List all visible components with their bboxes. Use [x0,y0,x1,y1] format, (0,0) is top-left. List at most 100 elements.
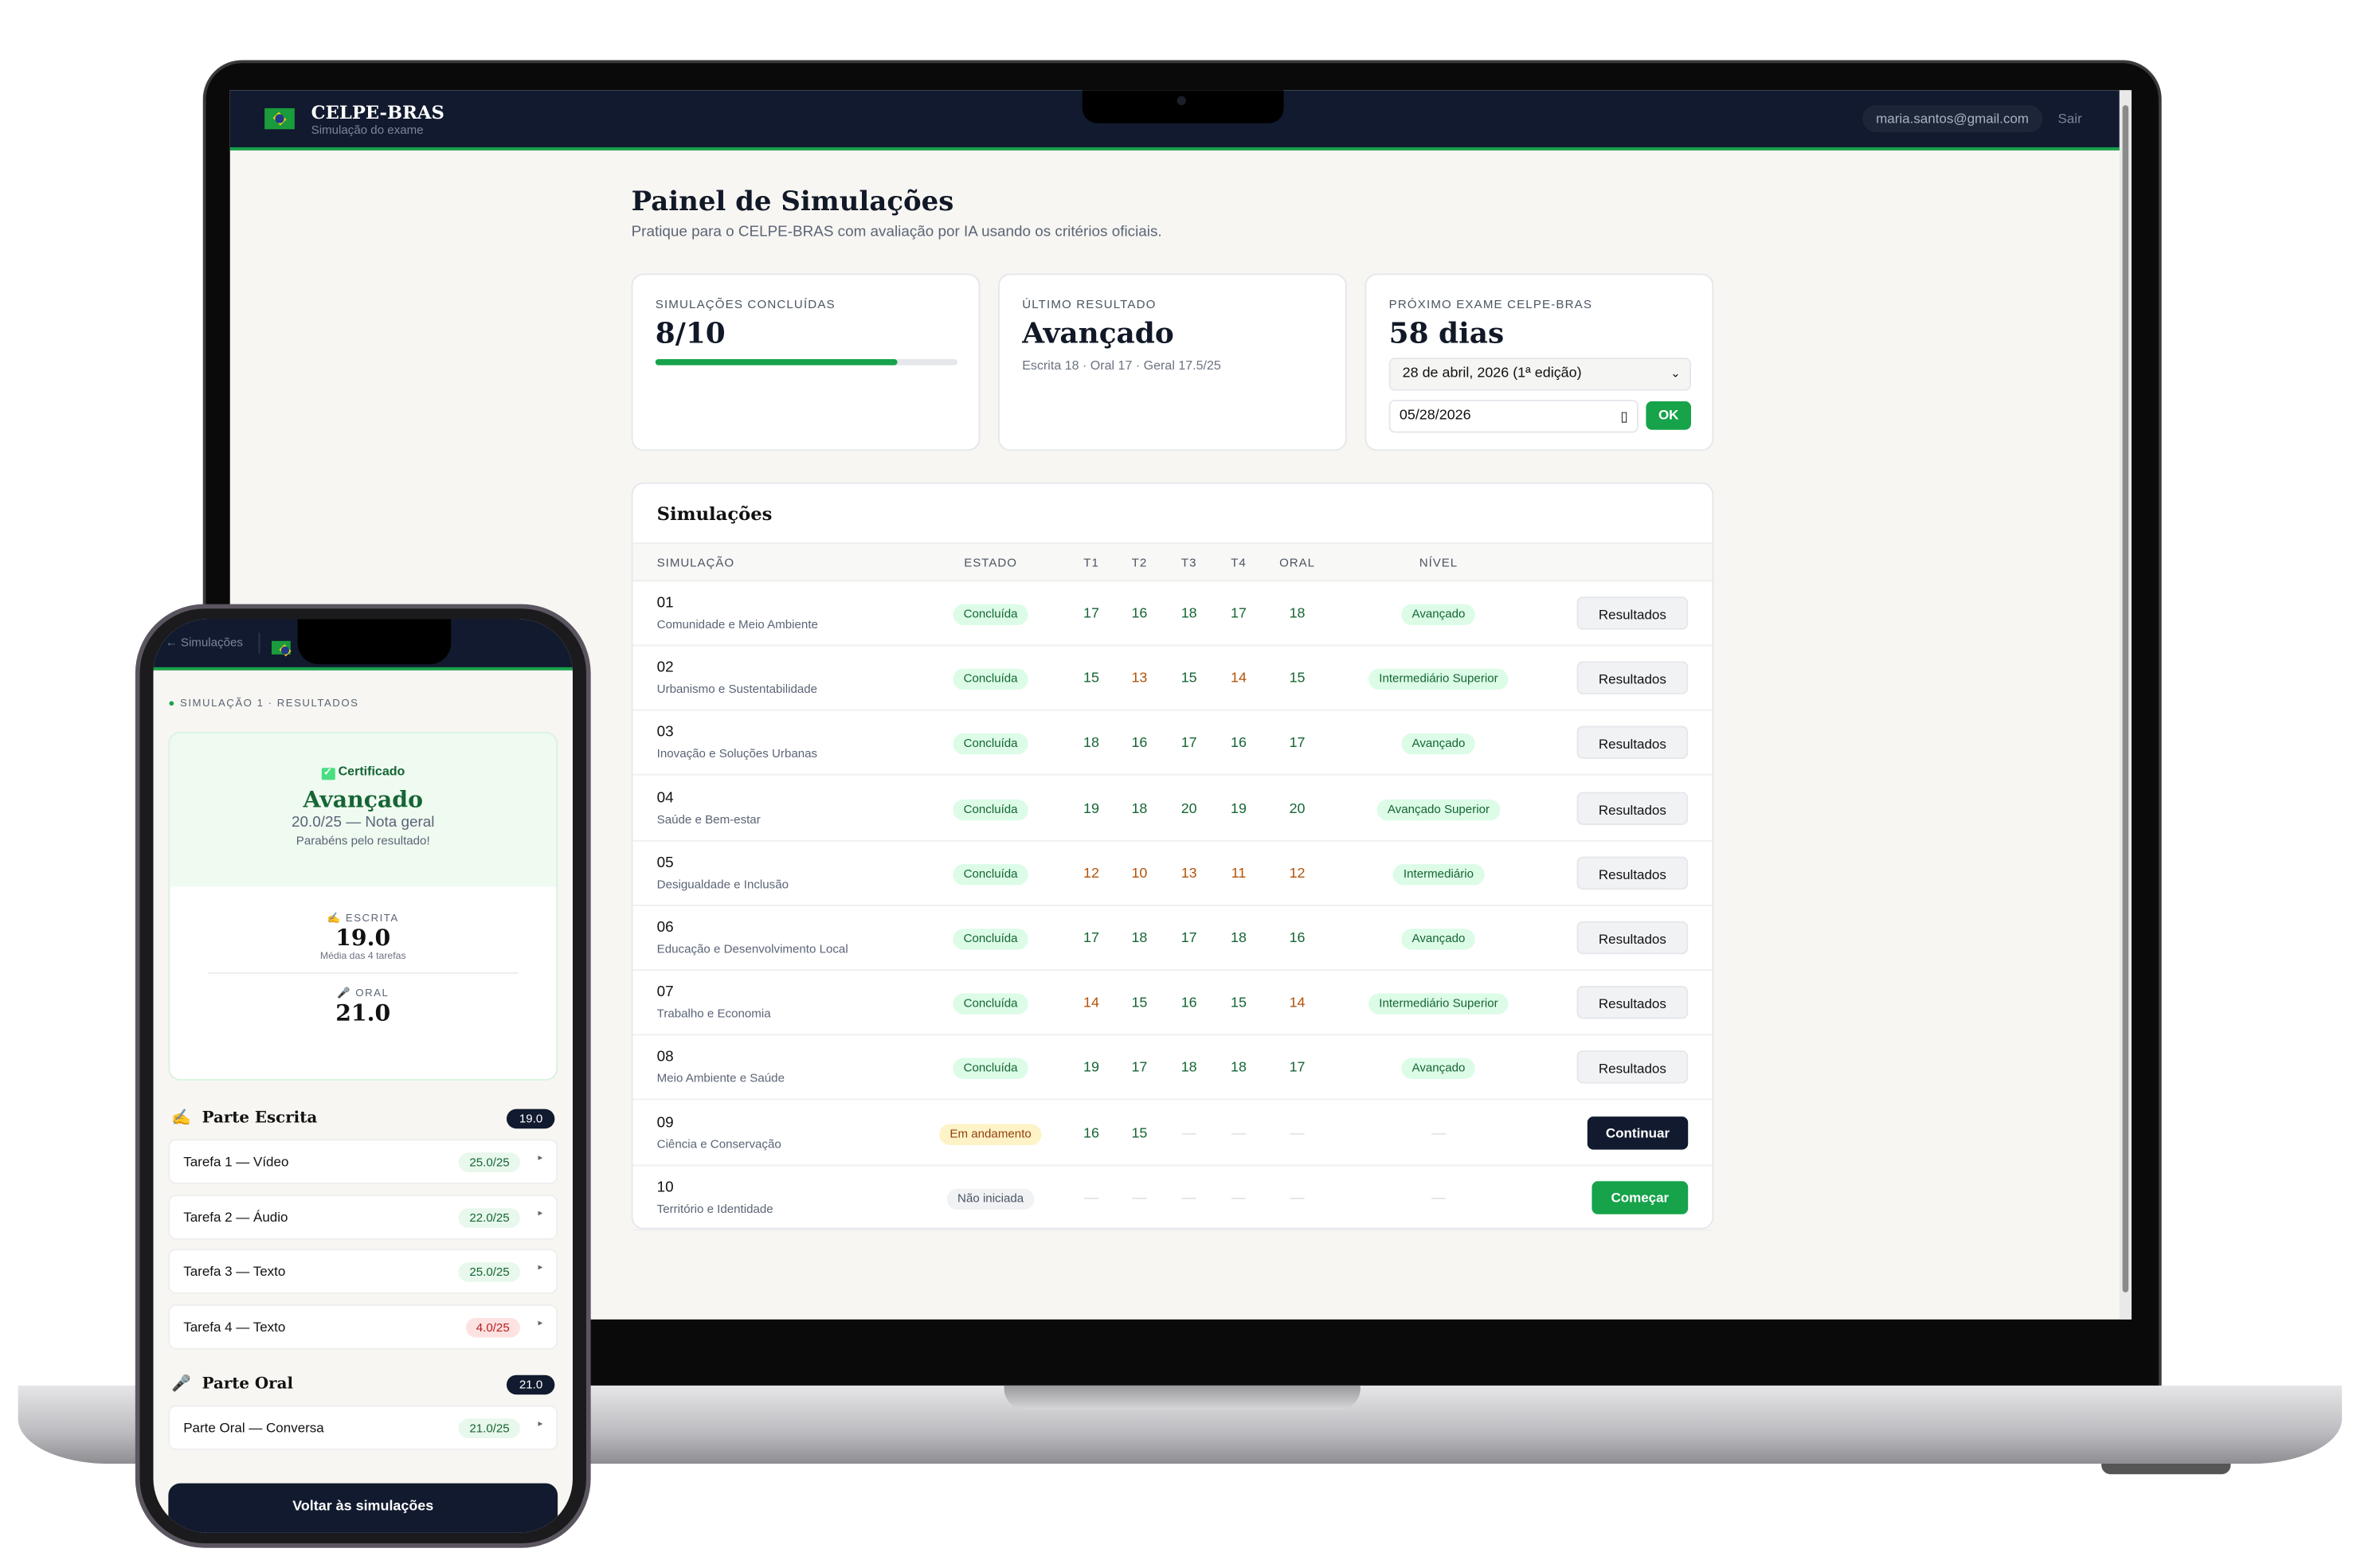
task-label: Parte Oral — Conversa [183,1420,324,1436]
card-value: 58 dias [1388,317,1505,350]
começar-button[interactable]: Começar [1592,1180,1689,1214]
score-cell: 15 [1230,995,1247,1012]
resultados-button[interactable]: Resultados [1576,986,1689,1019]
writing-hand-icon: ✍ [327,913,342,925]
simulation-name: Desigualdade e Inclusão [656,877,789,891]
task-item[interactable]: Tarefa 4 — Texto 4.0/25 ▸ [168,1304,558,1349]
score-cell: 18 [1131,800,1148,817]
column-header: ORAL [1279,556,1316,570]
simulation-name: Território e Identidade [656,1202,773,1216]
simulation-number: 04 [656,789,674,807]
score-cell: 12 [1083,865,1100,882]
status-badge: Em andamento [939,1123,1043,1145]
score-cell: 18 [1180,605,1197,623]
task-label: Tarefa 2 — Áudio [183,1209,288,1225]
table-row: 05 Desigualdade e Inclusão Concluída 12 10… [632,841,1713,906]
kicker: ● SIMULAÇÃO 1 · RESULTADOS [168,698,359,710]
expand-arrow-icon[interactable]: ▸ [538,1318,543,1328]
expand-arrow-icon[interactable]: ▸ [538,1264,543,1273]
chevron-down-icon: ⌄ [1670,366,1681,381]
card-label: SIMULAÇÕES CONCLUÍDAS [655,297,836,311]
congrats: Parabéns pelo resultado! [296,834,430,848]
table-row: 10 Território e Identidade Não iniciada —… [632,1166,1713,1231]
score-cell: 14 [1289,995,1306,1012]
level-badge: Avançado Superior [1376,799,1501,820]
score-cell: 14 [1083,995,1100,1012]
phone-screen: ← Simulações ● SIMULAÇÃO 1 · RESULTADOS … [153,619,573,1533]
resultados-button[interactable]: Resultados [1576,921,1689,955]
task-item[interactable]: Parte Oral — Conversa 21.0/25 ▸ [168,1405,558,1451]
simulation-name: Saúde e Bem-estar [656,812,761,827]
score-cell: 11 [1231,865,1247,882]
score-cell: — [1231,1124,1246,1142]
table-row: 03 Inovação e Soluções Urbanas Concluída… [632,711,1713,776]
certified-label: Certificado [338,763,405,779]
task-item[interactable]: Tarefa 2 — Áudio 22.0/25 ▸ [168,1194,558,1239]
status-badge: Concluída [953,604,1028,626]
resultados-button[interactable]: Resultados [1576,856,1689,890]
task-score: 22.0/25 [459,1207,520,1227]
logout-link[interactable]: Sair [2057,111,2082,127]
level-badge: Avançado [1401,733,1476,756]
expand-arrow-icon[interactable]: ▸ [538,1209,543,1218]
level-badge: Avançado [1401,1058,1476,1080]
score-cell: — [1084,1190,1098,1206]
simulation-name: Comunidade e Meio Ambiente [656,617,818,632]
date-value: 05/28/2026 [1399,407,1471,424]
table-row: 09 Ciência e Conservação Em andamento 16 1… [632,1101,1713,1166]
ok-button[interactable]: OK [1646,401,1691,430]
writing-hand-icon: ✍ [171,1109,191,1128]
simulation-name: Ciência e Conservação [656,1136,781,1151]
back-link[interactable]: ← Simulações [165,635,243,650]
resultados-button[interactable]: Resultados [1576,661,1689,695]
score-cell: 17 [1289,735,1306,753]
brazil-flag-icon [271,640,291,655]
resultados-button[interactable]: Resultados [1576,726,1689,760]
back-to-simulations-button[interactable]: Voltar às simulações [168,1483,558,1533]
task-item[interactable]: Tarefa 1 — Vídeo 25.0/25 ▸ [168,1139,558,1185]
simulations-table: Simulações SIMULAÇÃO ESTADO T1 T2 T3 T4 ORAL NÍ… [631,482,1714,1231]
level-badge: Intermediário [1392,863,1485,886]
task-score: 25.0/25 [459,1262,520,1282]
dynamic-island [297,619,452,665]
score-cell: 16 [1131,735,1148,753]
oral-label: ORAL [355,988,390,999]
table-row: 08 Meio Ambiente e Saúde Concluída 19 17 18… [632,1036,1713,1101]
resultados-button[interactable]: Resultados [1576,791,1689,825]
score-cell: — [1231,1190,1246,1206]
score-cell: 14 [1230,671,1247,687]
task-score: 25.0/25 [459,1152,520,1172]
date-input[interactable]: 05/28/2026 ▯ [1388,399,1639,433]
score-cell: 19 [1083,1060,1100,1077]
level-badge: Intermediário Superior [1368,993,1509,1015]
score-cell: 10 [1131,865,1148,882]
score-cell: — [1290,1190,1305,1206]
scrollbar[interactable] [2119,90,2132,1320]
score-cell: — [1132,1190,1147,1206]
status-badge: Não iniciada [946,1188,1035,1210]
column-header: T1 [1083,556,1099,570]
status-badge: Concluída [953,1058,1028,1080]
expand-arrow-icon[interactable]: ▸ [538,1154,543,1163]
simulation-name: Trabalho e Economia [656,1007,771,1021]
score-cell: 12 [1289,865,1306,882]
score-cell: — [1181,1124,1196,1142]
continuar-button[interactable]: Continuar [1587,1116,1689,1149]
calendar-icon[interactable]: ▯ [1620,409,1628,424]
column-header: NÍVEL [1419,556,1458,570]
task-item[interactable]: Tarefa 3 — Texto 25.0/25 ▸ [168,1249,558,1294]
brand[interactable]: CELPE-BRAS Simulação do exame [311,102,444,136]
brand-name: CELPE-BRAS [311,102,444,123]
expand-arrow-icon[interactable]: ▸ [538,1420,543,1429]
card-label: ÚLTIMO RESULTADO [1022,297,1157,311]
score-cell: 15 [1289,671,1306,687]
resultados-button[interactable]: Resultados [1576,1050,1689,1085]
status-badge: Concluída [953,863,1028,886]
task-label: Tarefa 4 — Texto [183,1318,286,1334]
level-cell: — [1431,1124,1446,1142]
exam-date-select[interactable]: 28 de abril, 2026 (1ª edição) ⌄ [1388,358,1691,391]
section-title: Parte Oral [202,1374,293,1394]
written-score-badge: 19.0 [507,1109,555,1129]
card-value: 8/10 [655,317,726,350]
resultados-button[interactable]: Resultados [1576,596,1689,630]
